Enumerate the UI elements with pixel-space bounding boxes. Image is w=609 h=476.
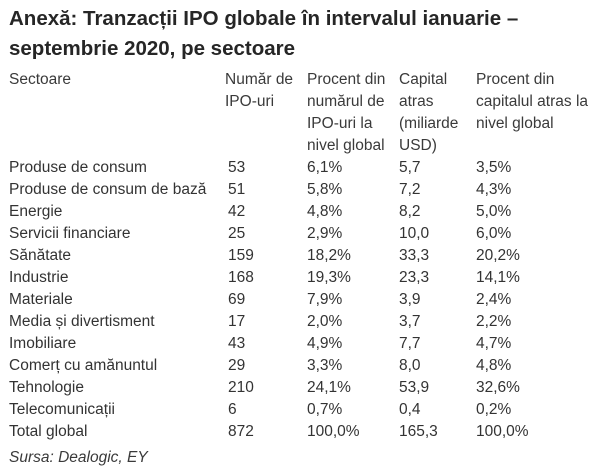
cell-sector: Servicii financiare [9, 225, 131, 242]
cell-ipo-count: 51 [228, 181, 246, 198]
header-capital-percent: Procent din capitalul atras la nivel glo… [476, 71, 589, 132]
header-sector: Sectoare [9, 71, 72, 88]
cell-capital-percent: 20,2% [476, 247, 520, 264]
cell-capital: 165,3 [399, 423, 438, 440]
cell-capital-percent: 2,2% [476, 313, 512, 330]
cell-ipo-count: 872 [228, 423, 254, 440]
cell-capital: 5,7 [399, 159, 421, 176]
cell-capital: 3,9 [399, 291, 421, 308]
header-ipo-count: Număr de IPO-uri [225, 71, 294, 110]
cell-sector: Comerț cu amănuntul [9, 357, 158, 374]
cell-ipo-count: 210 [228, 379, 254, 396]
table-row: Media și divertisment 17 2,0% 3,7 2,2% [0, 311, 609, 333]
cell-sector: Produse de consum de bază [9, 181, 207, 198]
cell-capital: 7,7 [399, 335, 421, 352]
table-row: Sănătate 159 18,2% 33,3 20,2% [0, 245, 609, 267]
table-row: Materiale 69 7,9% 3,9 2,4% [0, 289, 609, 311]
cell-ipo-percent: 4,9% [307, 335, 343, 352]
cell-ipo-percent: 0,7% [307, 401, 343, 418]
cell-ipo-count: 168 [228, 269, 254, 286]
cell-capital-percent: 5,0% [476, 203, 512, 220]
cell-ipo-percent: 2,0% [307, 313, 343, 330]
cell-capital-percent: 6,0% [476, 225, 512, 242]
cell-capital-percent: 4,3% [476, 181, 512, 198]
cell-ipo-count: 29 [228, 357, 246, 374]
cell-ipo-percent: 100,0% [307, 423, 360, 440]
cell-ipo-percent: 2,9% [307, 225, 343, 242]
cell-sector: Energie [9, 203, 63, 220]
cell-capital-percent: 2,4% [476, 291, 512, 308]
cell-capital: 3,7 [399, 313, 421, 330]
cell-capital-percent: 4,8% [476, 357, 512, 374]
cell-capital: 10,0 [399, 225, 430, 242]
cell-sector: Produse de consum [9, 159, 147, 176]
cell-capital: 8,0 [399, 357, 421, 374]
table-row: Energie 42 4,8% 8,2 5,0% [0, 201, 609, 223]
cell-sector: Materiale [9, 291, 73, 308]
table-row: Servicii financiare 25 2,9% 10,0 6,0% [0, 223, 609, 245]
cell-ipo-count: 53 [228, 159, 246, 176]
page-title: Anexă: Tranzacții IPO globale în interva… [9, 7, 519, 60]
cell-ipo-percent: 24,1% [307, 379, 351, 396]
cell-sector: Total global [9, 423, 88, 440]
table-row: Produse de consum de bază 51 5,8% 7,2 4,… [0, 179, 609, 201]
cell-ipo-count: 43 [228, 335, 246, 352]
cell-ipo-count: 42 [228, 203, 246, 220]
cell-ipo-percent: 5,8% [307, 181, 343, 198]
cell-ipo-count: 6 [228, 401, 237, 418]
cell-ipo-percent: 4,8% [307, 203, 343, 220]
table-row: Industrie 168 19,3% 23,3 14,1% [0, 267, 609, 289]
cell-ipo-percent: 19,3% [307, 269, 351, 286]
cell-ipo-count: 25 [228, 225, 246, 242]
cell-capital: 8,2 [399, 203, 421, 220]
cell-ipo-count: 159 [228, 247, 254, 264]
header-capital: Capital atras (miliarde USD) [399, 71, 459, 154]
cell-ipo-percent: 6,1% [307, 159, 343, 176]
cell-sector: Imobiliare [9, 335, 77, 352]
cell-capital: 7,2 [399, 181, 421, 198]
table-row: Imobiliare 43 4,9% 7,7 4,7% [0, 333, 609, 355]
cell-sector: Sănătate [9, 247, 72, 264]
cell-ipo-percent: 7,9% [307, 291, 343, 308]
cell-capital: 33,3 [399, 247, 430, 264]
table-row: Produse de consum 53 6,1% 5,7 3,5% [0, 157, 609, 179]
cell-sector: Media și divertisment [9, 313, 155, 330]
table-row-total: Total global 872 100,0% 165,3 100,0% [0, 421, 609, 443]
cell-sector: Tehnologie [9, 379, 84, 396]
cell-capital: 0,4 [399, 401, 421, 418]
cell-ipo-count: 17 [228, 313, 246, 330]
cell-ipo-percent: 3,3% [307, 357, 343, 374]
cell-ipo-count: 69 [228, 291, 246, 308]
cell-capital-percent: 3,5% [476, 159, 512, 176]
cell-capital: 53,9 [399, 379, 430, 396]
table-row: Comerț cu amănuntul 29 3,3% 8,0 4,8% [0, 355, 609, 377]
cell-sector: Industrie [9, 269, 69, 286]
cell-capital-percent: 32,6% [476, 379, 520, 396]
cell-capital: 23,3 [399, 269, 430, 286]
cell-capital-percent: 4,7% [476, 335, 512, 352]
table-row: Telecomunicații 6 0,7% 0,4 0,2% [0, 399, 609, 421]
cell-capital-percent: 100,0% [476, 423, 529, 440]
cell-capital-percent: 14,1% [476, 269, 520, 286]
source-note: Sursa: Dealogic, EY [9, 449, 148, 466]
cell-ipo-percent: 18,2% [307, 247, 351, 264]
cell-capital-percent: 0,2% [476, 401, 512, 418]
header-ipo-percent: Procent din numărul de IPO-uri la nivel … [307, 71, 386, 154]
cell-sector: Telecomunicații [9, 401, 115, 418]
table-row: Tehnologie 210 24,1% 53,9 32,6% [0, 377, 609, 399]
